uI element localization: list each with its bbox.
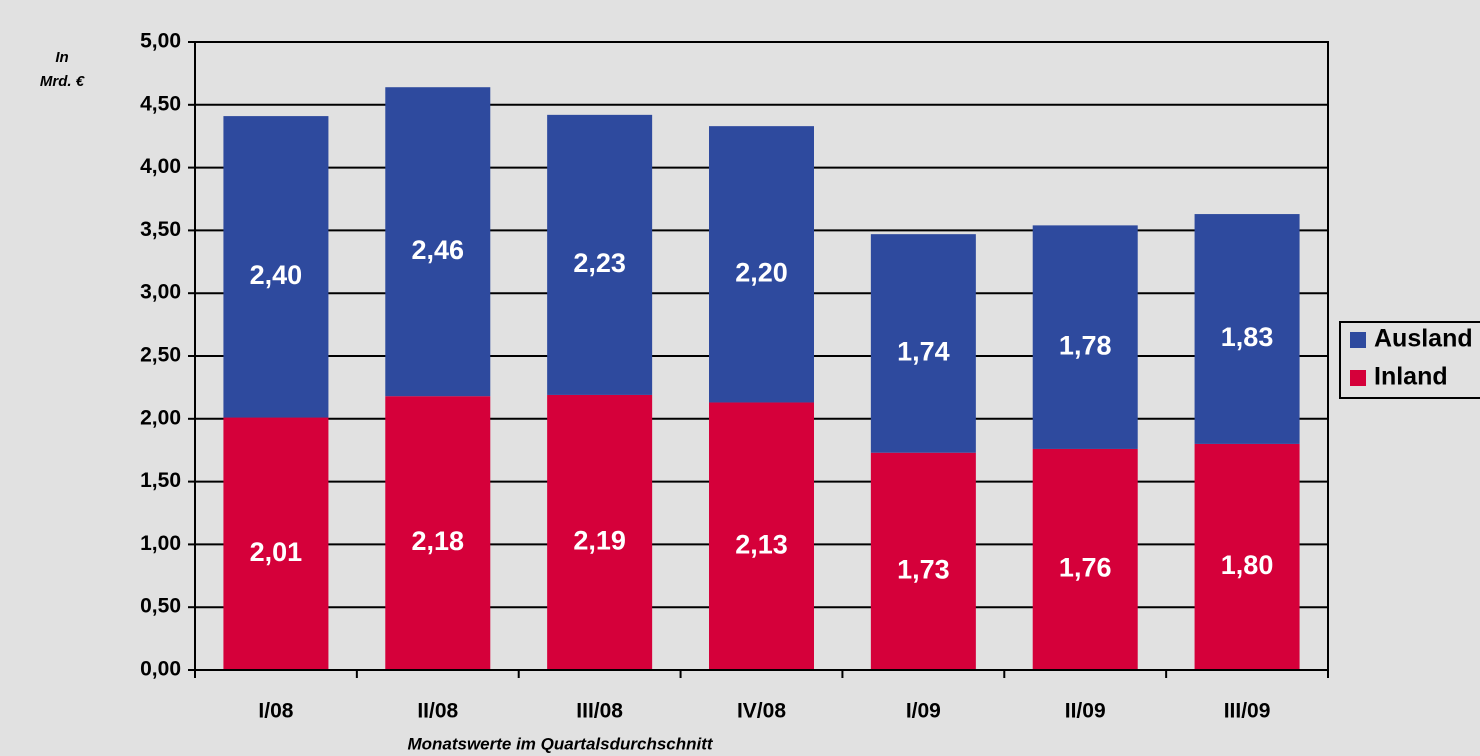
x-tick-label: III/09 bbox=[1224, 700, 1271, 723]
value-label: 2,23 bbox=[573, 248, 626, 278]
value-label: 2,18 bbox=[412, 526, 465, 556]
value-label: 2,19 bbox=[573, 526, 626, 556]
legend-label: Ausland bbox=[1374, 325, 1473, 353]
y-tick-label: 0,00 bbox=[140, 658, 181, 681]
y-tick-label: 5,00 bbox=[140, 30, 181, 53]
bar-segment bbox=[547, 394, 653, 670]
value-label: 2,01 bbox=[250, 537, 303, 567]
x-tick-label: III/08 bbox=[576, 700, 623, 723]
value-label: 2,13 bbox=[735, 529, 788, 559]
bar-segment bbox=[385, 396, 491, 670]
legend-swatch bbox=[1350, 370, 1366, 386]
bar-segment bbox=[1032, 448, 1138, 670]
bar-segment bbox=[1194, 443, 1300, 670]
value-label: 2,20 bbox=[735, 257, 788, 287]
value-label: 2,46 bbox=[412, 235, 465, 265]
x-tick-label: IV/08 bbox=[737, 700, 786, 723]
y-axis-label: Mrd. € bbox=[40, 73, 85, 90]
y-tick-label: 4,50 bbox=[140, 92, 181, 115]
value-label: 1,74 bbox=[897, 337, 950, 367]
bar-segment bbox=[709, 126, 814, 403]
bar-segment bbox=[709, 402, 814, 670]
y-tick-label: 3,50 bbox=[140, 218, 181, 241]
x-tick-label: II/08 bbox=[417, 700, 458, 723]
legend-swatch bbox=[1350, 332, 1366, 348]
bar-segment bbox=[385, 87, 491, 397]
value-label: 2,40 bbox=[250, 260, 303, 290]
y-tick-label: 2,00 bbox=[140, 406, 181, 429]
y-tick-label: 3,00 bbox=[140, 281, 181, 304]
x-tick-label: I/09 bbox=[906, 700, 941, 723]
value-label: 1,78 bbox=[1059, 330, 1112, 360]
bar-segment bbox=[870, 234, 976, 453]
value-label: 1,73 bbox=[897, 554, 950, 584]
x-axis-label: Monatswerte im Quartalsdurchschnitt bbox=[407, 734, 713, 753]
y-tick-label: 1,50 bbox=[140, 469, 181, 492]
plot-border bbox=[194, 41, 1329, 671]
value-label: 1,83 bbox=[1221, 322, 1274, 352]
value-label: 1,80 bbox=[1221, 550, 1274, 580]
bar-segment bbox=[870, 452, 976, 670]
y-tick-label: 2,50 bbox=[140, 344, 181, 367]
bar-segment bbox=[1032, 225, 1138, 449]
bar-segment bbox=[547, 114, 653, 395]
y-axis-label: In bbox=[55, 49, 68, 66]
value-label: 1,76 bbox=[1059, 553, 1112, 583]
y-tick-label: 1,00 bbox=[140, 532, 181, 555]
bar-segment bbox=[223, 116, 329, 418]
legend-label: Inland bbox=[1374, 363, 1448, 391]
bar-segment bbox=[223, 417, 329, 670]
x-tick-label: II/09 bbox=[1065, 700, 1106, 723]
y-tick-label: 0,50 bbox=[140, 595, 181, 618]
x-tick-label: I/08 bbox=[258, 700, 293, 723]
bar-segment bbox=[1194, 214, 1300, 444]
y-tick-label: 4,00 bbox=[140, 155, 181, 178]
